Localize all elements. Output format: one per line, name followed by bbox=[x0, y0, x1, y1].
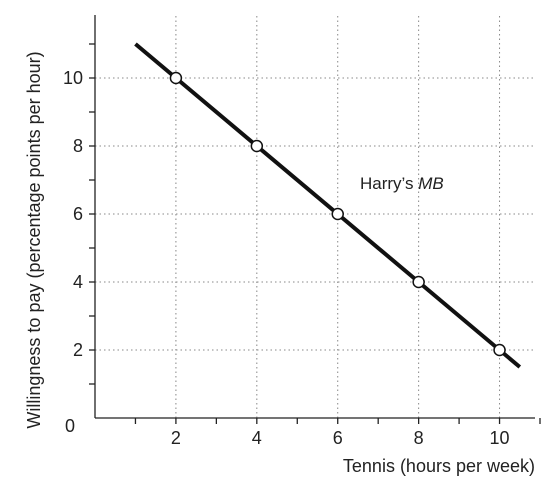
mb-point bbox=[412, 275, 425, 289]
y-tick-label: 2 bbox=[73, 340, 83, 360]
mb-point bbox=[169, 71, 183, 85]
mb-series bbox=[134, 42, 522, 369]
axes bbox=[89, 15, 541, 424]
mb-point bbox=[493, 343, 506, 357]
x-axis-label: Tennis (hours per week) bbox=[343, 456, 535, 476]
x-tick-label: 10 bbox=[490, 428, 510, 448]
y-tick-label: 4 bbox=[73, 272, 83, 292]
mb-line bbox=[134, 42, 522, 369]
grid-lines bbox=[95, 15, 535, 418]
x-tick-label: 2 bbox=[171, 428, 181, 448]
y-tick-label: 10 bbox=[63, 68, 83, 88]
mb-annotation-italic: MB bbox=[418, 174, 444, 193]
mb-annotation-text: Harry’s bbox=[360, 174, 418, 193]
y-tick-label: 6 bbox=[73, 204, 83, 224]
mb-annotation: Harry’s MB bbox=[360, 174, 444, 193]
mb-point bbox=[331, 207, 344, 221]
mb-point bbox=[250, 139, 264, 153]
x-tick-label: 8 bbox=[414, 428, 424, 448]
origin-label: 0 bbox=[65, 416, 75, 436]
y-tick-label: 8 bbox=[73, 136, 83, 156]
x-tick-label: 4 bbox=[252, 428, 262, 448]
tick-labels: 2 4 6 8 10 2 4 6 8 10 0 bbox=[63, 68, 510, 448]
y-axis-label: Willingness to pay (percentage points pe… bbox=[24, 51, 44, 428]
x-tick-label: 6 bbox=[333, 428, 343, 448]
